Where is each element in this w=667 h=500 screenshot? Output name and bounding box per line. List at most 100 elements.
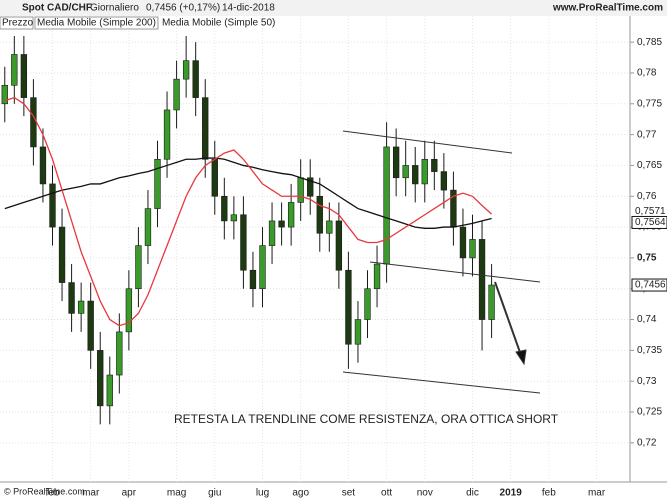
candle-body — [249, 269, 257, 290]
candle-body — [402, 165, 409, 179]
candle-body — [68, 282, 75, 314]
y-tick-label: 0,775 — [637, 98, 662, 109]
header-bar — [0, 0, 667, 16]
x-tick-label: feb — [542, 488, 556, 499]
candle-body — [412, 165, 419, 185]
trendline-middle — [369, 261, 541, 283]
candle-body — [30, 97, 37, 148]
x-tick-label: lug — [256, 488, 269, 499]
annotation: RETESTA LA TRENDLINE COME RESISTENZA, OR… — [174, 412, 559, 426]
candle-body — [87, 300, 94, 351]
legend-entry: Media Mobile (Simple 50) — [162, 18, 275, 29]
x-tick-label: giu — [208, 488, 221, 499]
arrow-head — [515, 349, 527, 366]
candle-body — [478, 239, 486, 320]
candle-body — [421, 158, 428, 185]
candle-body — [383, 146, 390, 265]
candle-body — [278, 220, 285, 228]
candle-body — [335, 220, 343, 271]
trendline-top — [342, 130, 513, 154]
candle-body — [211, 158, 218, 197]
x-tick-label: set — [342, 488, 356, 499]
title: Spot CAD/CHF — [22, 3, 92, 14]
y-tick-label: 0,735 — [637, 345, 662, 356]
legend-box — [0, 16, 34, 30]
last-value-label: 0,7456 — [635, 280, 666, 291]
period: Giornaliero — [90, 3, 139, 14]
candle-body — [240, 214, 247, 271]
x-tick-label: feb — [46, 488, 60, 499]
y-tick-label: 0,78 — [637, 68, 657, 79]
y-tick-label: 0,72 — [637, 437, 657, 448]
candle-body — [49, 183, 56, 228]
x-tick-label: dic — [466, 488, 479, 499]
candle-body — [125, 288, 133, 333]
candle-body — [1, 84, 8, 105]
candle-body — [316, 195, 323, 234]
y-tick-label: 0,76 — [637, 191, 657, 202]
last-value-box — [631, 278, 667, 292]
y-tick-label: 0,785 — [637, 37, 662, 48]
candle-body — [77, 300, 85, 314]
candle-body — [192, 60, 199, 98]
candle-body — [392, 146, 400, 179]
last-value-box — [631, 215, 667, 229]
trendline-bottom — [342, 371, 541, 394]
candle-body — [116, 331, 123, 376]
x-tick-label: mag — [167, 488, 186, 499]
y-tick-label: 0,75 — [637, 253, 657, 264]
candle-body — [20, 54, 28, 98]
legend-entry: Media Mobile (Simple 200) — [37, 18, 156, 29]
candle-body — [202, 97, 209, 160]
candle-body — [58, 226, 66, 283]
x-tick-label: ott — [381, 488, 392, 499]
candle-body — [106, 374, 113, 407]
moving-average-line — [4, 96, 493, 327]
candle-body — [354, 319, 362, 345]
footer: © ProRealTime.com — [4, 486, 85, 496]
candle-body — [287, 202, 295, 228]
legend-price: Prezzo — [2, 18, 34, 29]
candle-body — [431, 158, 438, 172]
marks — [1, 35, 495, 425]
last-value-label: 0,7571 — [635, 206, 666, 217]
candle-body — [230, 214, 238, 222]
candle-body — [11, 54, 18, 86]
x-tick-label: ago — [292, 488, 309, 499]
trendlines — [342, 130, 541, 394]
last-value-label: 0,7564 — [635, 217, 666, 228]
x-tick-label: 2019 — [500, 488, 523, 499]
x-tick-label: nov — [417, 488, 433, 499]
y-tick-label: 0,725 — [637, 407, 662, 418]
candle-body — [39, 146, 47, 185]
date: 14-dic-2018 — [222, 3, 275, 14]
y-tick-label: 0,73 — [637, 376, 657, 387]
candle-body — [488, 284, 495, 320]
candle-body — [154, 158, 161, 209]
candle-body — [469, 239, 476, 259]
y-tick-label: 0,765 — [637, 160, 662, 171]
candle-body — [297, 177, 304, 203]
y-tick-label: 0,77 — [637, 129, 657, 140]
candle-body — [326, 220, 333, 234]
x-tick-label: apr — [122, 488, 137, 499]
arrow-shaft — [494, 281, 523, 359]
y-tick-label: 0,74 — [637, 314, 657, 325]
candle-body — [459, 226, 467, 259]
candle-body — [345, 269, 352, 345]
candle-body — [221, 195, 228, 222]
candle-body — [163, 109, 171, 160]
legend-box — [34, 16, 159, 30]
candle-body — [259, 245, 266, 290]
candle-body — [373, 263, 381, 290]
x-tick-label: mar — [82, 488, 100, 499]
candle-body — [182, 60, 190, 80]
candle-body — [97, 350, 104, 407]
candle-body — [440, 171, 448, 191]
candle-body — [364, 288, 371, 320]
candle-body — [268, 220, 276, 246]
source: www.ProRealTime.com — [552, 3, 663, 14]
candle-body — [135, 245, 142, 290]
